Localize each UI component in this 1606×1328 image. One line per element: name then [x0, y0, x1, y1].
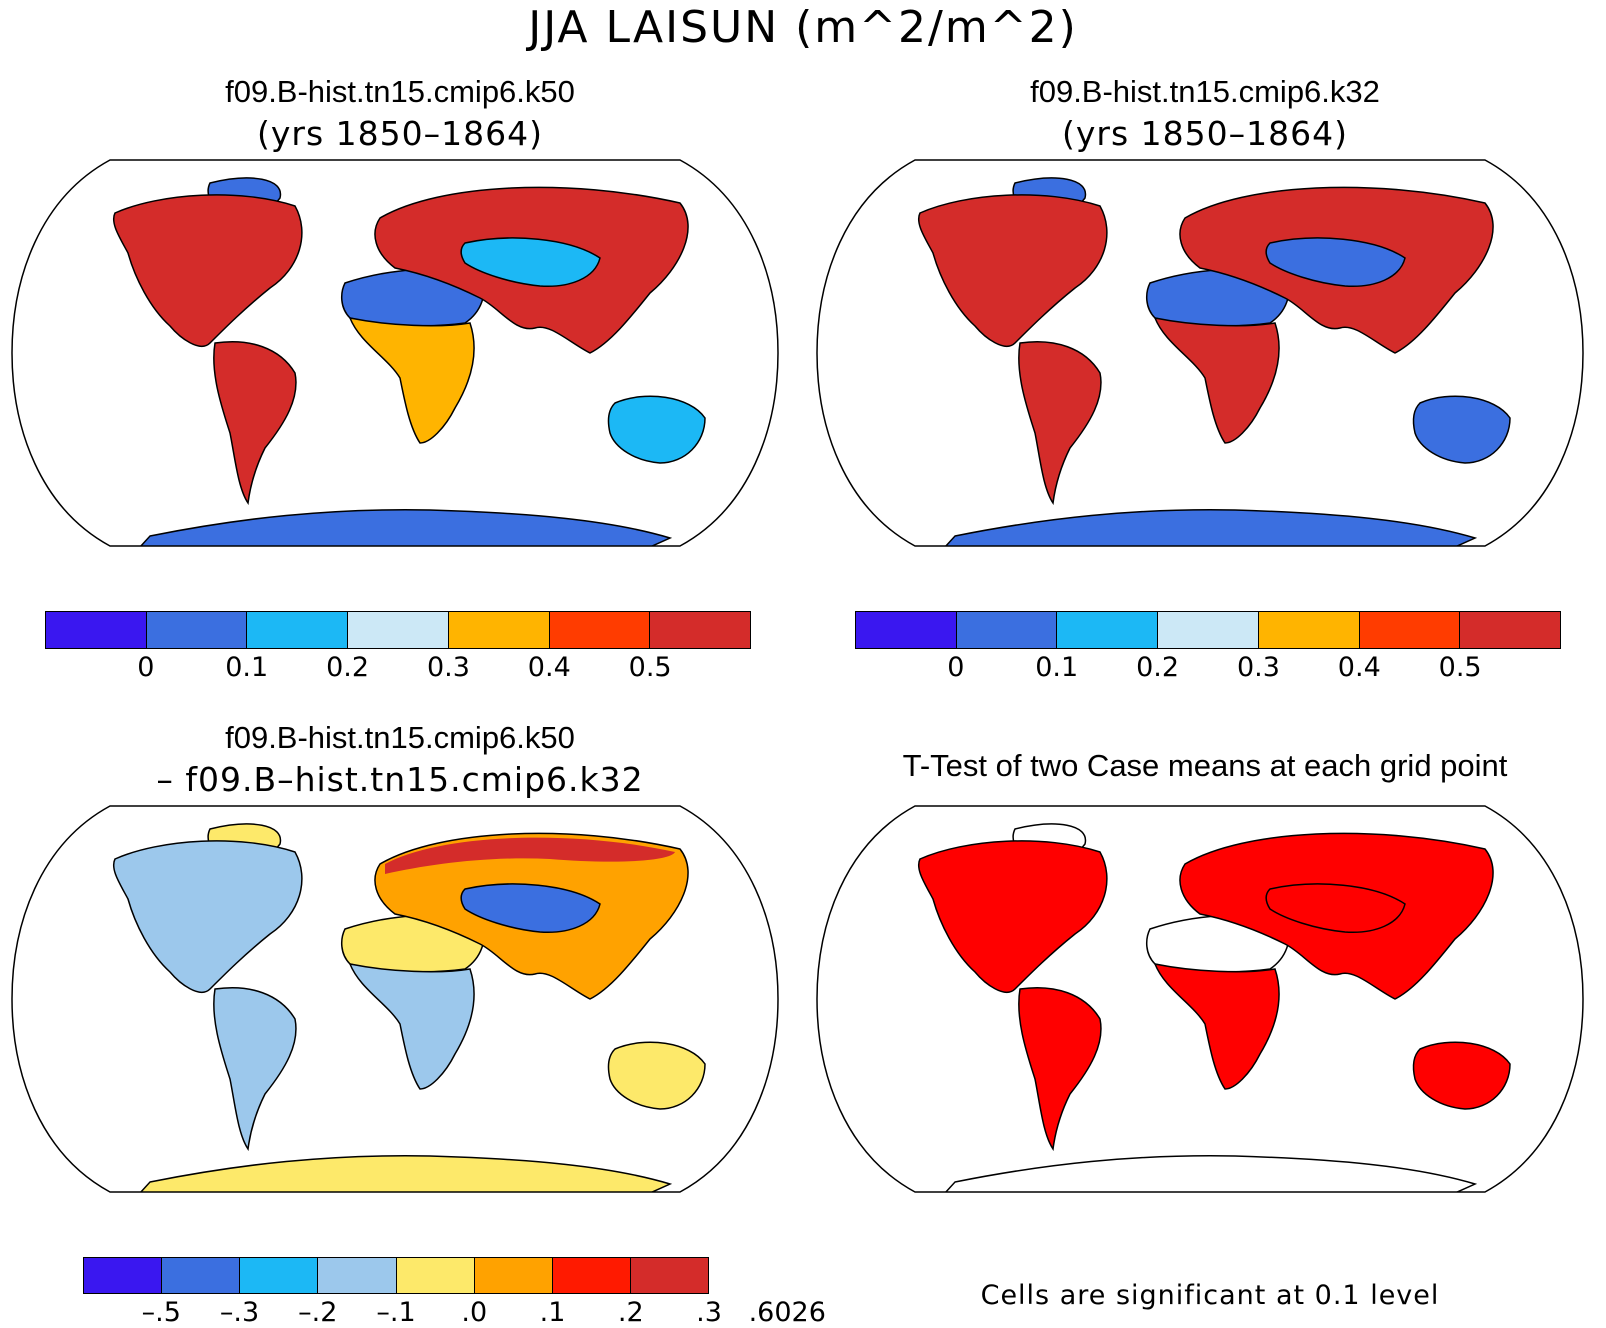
figure-title: JJA LAISUN (m^2/m^2)	[528, 2, 1078, 53]
colorbar-tick-label: .3	[696, 1297, 722, 1328]
colorbar-tick-label: 0.1	[225, 652, 269, 683]
map-ttest	[815, 804, 1585, 1194]
region-antarctica	[943, 509, 1478, 546]
significance-note: Cells are significant at 0.1 level	[980, 1280, 1440, 1311]
colorbar-swatch	[448, 612, 550, 648]
region-asia-interior	[1265, 883, 1406, 933]
colorbar-tick-label: 0.3	[426, 652, 470, 683]
colorbar-swatch	[162, 1258, 241, 1293]
colorbar-swatch	[146, 612, 248, 648]
region-south-america	[213, 341, 297, 506]
region-antarctica	[138, 1155, 673, 1192]
colorbar-tick-label: 0.3	[1236, 652, 1280, 683]
region-africa-south	[1153, 316, 1280, 444]
region-north-america	[918, 840, 1108, 993]
colorbar-swatch	[549, 612, 651, 648]
panel-k50-title: f09.B-hist.tn15.cmip6.k50	[225, 74, 575, 109]
colorbar-tick-label: –.1	[376, 1297, 416, 1328]
colorbar-tick-label: .0	[461, 1297, 488, 1328]
map-k50	[10, 158, 780, 548]
region-australia	[607, 395, 706, 464]
colorbar-swatch	[46, 612, 147, 648]
colorbar-tick-label: 0.4	[1337, 652, 1381, 683]
colorbar-k50	[45, 611, 751, 649]
colorbar-tick-label: .1	[539, 1297, 566, 1328]
region-north-america	[918, 194, 1108, 347]
region-australia	[1412, 1041, 1511, 1110]
colorbar-tick-label: 0.1	[1035, 652, 1079, 683]
region-asia-interior	[460, 237, 601, 287]
colorbar-swatch	[650, 612, 751, 648]
map-diff	[10, 804, 780, 1194]
colorbar-swatch	[956, 612, 1058, 648]
colorbar-swatch	[396, 1258, 475, 1293]
region-australia	[1412, 395, 1511, 464]
region-africa-south	[348, 962, 475, 1090]
region-south-america	[1018, 341, 1102, 506]
colorbar-swatch	[1258, 612, 1360, 648]
panel-diff-title: f09.B-hist.tn15.cmip6.k50	[225, 720, 575, 755]
colorbar-swatch	[348, 612, 449, 648]
panel-diff-subtitle: – f09.B–hist.tn15.cmip6.k32	[156, 760, 644, 799]
colorbar-diff	[83, 1257, 709, 1294]
colorbar-swatch	[474, 1258, 553, 1293]
map-frame	[11, 159, 779, 547]
region-north-america	[113, 194, 303, 347]
colorbar-swatch	[1359, 612, 1461, 648]
colorbar-swatch	[1460, 612, 1561, 648]
colorbar-swatch	[1057, 612, 1159, 648]
colorbar-tick-label: 0.2	[326, 652, 370, 683]
colorbar-tick-label: 0	[137, 652, 155, 683]
region-south-america	[1018, 987, 1102, 1152]
colorbar-tick-label: 0.4	[527, 652, 571, 683]
map-frame	[11, 805, 779, 1193]
panel-k50-subtitle: (yrs 1850–1864)	[257, 114, 543, 153]
panel-ttest-title: T-Test of two Case means at each grid po…	[902, 748, 1508, 783]
region-africa-south	[348, 316, 475, 444]
colorbar-tick-label: –.3	[219, 1297, 260, 1328]
colorbar-tick-label: 0.5	[1438, 652, 1482, 683]
region-africa-south	[1153, 962, 1280, 1090]
colorbar-swatch	[630, 1258, 708, 1293]
region-asia-interior	[460, 883, 601, 933]
map-frame	[816, 805, 1584, 1193]
region-antarctica	[138, 509, 673, 546]
colorbar-tick-label: .6026	[748, 1297, 826, 1328]
colorbar-swatch	[318, 1258, 397, 1293]
colorbar-tick-label: 0.5	[628, 652, 672, 683]
region-australia	[607, 1041, 706, 1110]
colorbar-swatch	[856, 612, 957, 648]
panel-k32-subtitle: (yrs 1850–1864)	[1062, 114, 1348, 153]
panel-k32-title: f09.B-hist.tn15.cmip6.k32	[1030, 74, 1380, 109]
map-k32	[815, 158, 1585, 548]
colorbar-swatch	[240, 1258, 319, 1293]
colorbar-swatch	[1158, 612, 1259, 648]
colorbar-swatch	[247, 612, 349, 648]
colorbar-swatch	[552, 1258, 631, 1293]
colorbar-k32	[855, 611, 1561, 649]
colorbar-tick-label: –.2	[298, 1297, 338, 1328]
colorbar-tick-label: .2	[617, 1297, 644, 1328]
colorbar-swatch	[84, 1258, 163, 1293]
region-south-america	[213, 987, 297, 1152]
region-north-america	[113, 840, 303, 993]
region-asia-interior	[1265, 237, 1406, 287]
region-arctic-rim	[385, 837, 675, 874]
colorbar-tick-label: 0	[947, 652, 965, 683]
colorbar-tick-label: –.5	[141, 1297, 181, 1328]
region-antarctica	[943, 1155, 1478, 1192]
colorbar-tick-label: 0.2	[1136, 652, 1180, 683]
map-frame	[816, 159, 1584, 547]
